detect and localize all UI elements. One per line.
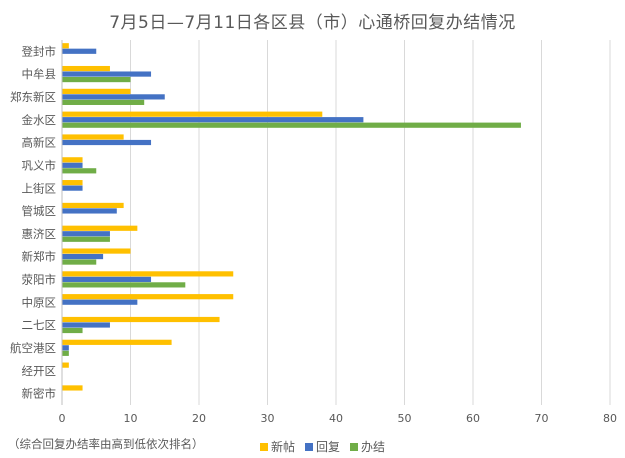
bar	[62, 345, 69, 351]
x-tick-label: 40	[329, 412, 343, 425]
x-tick-label: 20	[192, 412, 206, 425]
chart-title: 7月5日—7月11日各区县（市）心通桥回复办结情况	[109, 13, 516, 33]
category-label: 管城区	[22, 204, 57, 218]
category-label: 金水区	[22, 113, 57, 127]
bar	[62, 327, 83, 334]
ranking-note: （综合回复办结率由高到低依次排名）	[8, 437, 204, 451]
bar	[62, 253, 104, 260]
bar	[62, 88, 131, 94]
bar	[62, 122, 521, 128]
bar	[62, 65, 110, 72]
legend-swatch	[305, 442, 314, 451]
legend-label: 新帖	[271, 440, 296, 454]
category-label: 高新区	[22, 136, 57, 150]
bar	[62, 162, 83, 168]
category-label: 经开区	[22, 364, 57, 378]
category-label: 新密市	[22, 387, 57, 401]
bar	[62, 185, 83, 191]
bar	[62, 259, 97, 265]
legend-item: 办结	[350, 438, 385, 455]
bar	[62, 208, 117, 214]
bar	[62, 71, 152, 77]
bar	[62, 350, 69, 356]
bar	[62, 43, 69, 49]
category-label: 中原区	[22, 295, 57, 309]
category-label: 荥阳市	[22, 273, 57, 287]
bar	[62, 316, 220, 323]
category-label: 中牟县	[22, 67, 57, 81]
bar	[62, 236, 110, 242]
bar	[62, 134, 124, 140]
bar	[62, 299, 138, 305]
bar	[62, 168, 97, 174]
x-tick-label: 70	[535, 412, 549, 425]
bar	[62, 99, 145, 105]
legend-label: 回复	[316, 440, 341, 454]
bar	[62, 339, 172, 345]
category-label: 惠济区	[22, 227, 57, 241]
bar	[62, 294, 234, 300]
legend-label: 办结	[361, 440, 386, 454]
x-tick-label: 10	[124, 412, 138, 425]
bar	[62, 48, 97, 54]
category-label: 郑东新区	[10, 90, 56, 104]
bar	[62, 139, 152, 146]
legend-item: 回复	[305, 438, 340, 455]
bar	[62, 231, 110, 237]
bar	[62, 117, 364, 123]
category-label: 巩义市	[22, 158, 57, 172]
bar	[62, 362, 69, 368]
category-label: 登封市	[22, 44, 57, 58]
bar	[62, 248, 131, 254]
x-tick-label: 0	[59, 412, 66, 425]
bar	[62, 180, 83, 186]
x-tick-label: 50	[398, 412, 412, 425]
bar	[62, 225, 138, 231]
category-label: 新郑市	[22, 250, 57, 264]
bar	[62, 385, 83, 391]
bar	[62, 271, 234, 277]
bar	[62, 276, 152, 282]
bar	[62, 282, 186, 288]
x-tick-label: 30	[261, 412, 275, 425]
category-label: 航空港区	[10, 341, 56, 355]
legend-swatch	[260, 442, 268, 451]
bar	[62, 157, 83, 163]
legend-swatch	[350, 442, 359, 451]
bar	[62, 202, 124, 209]
bar	[62, 76, 131, 83]
chart-legend: 新帖 回复 办结	[260, 438, 385, 455]
x-tick-label: 80	[603, 412, 617, 425]
legend-item: 新帖	[260, 438, 295, 455]
x-tick-label: 60	[466, 412, 480, 425]
bar	[62, 322, 110, 328]
category-label: 二七区	[22, 318, 57, 332]
category-label: 上街区	[22, 181, 57, 195]
bar	[62, 94, 165, 100]
bar	[62, 111, 323, 117]
